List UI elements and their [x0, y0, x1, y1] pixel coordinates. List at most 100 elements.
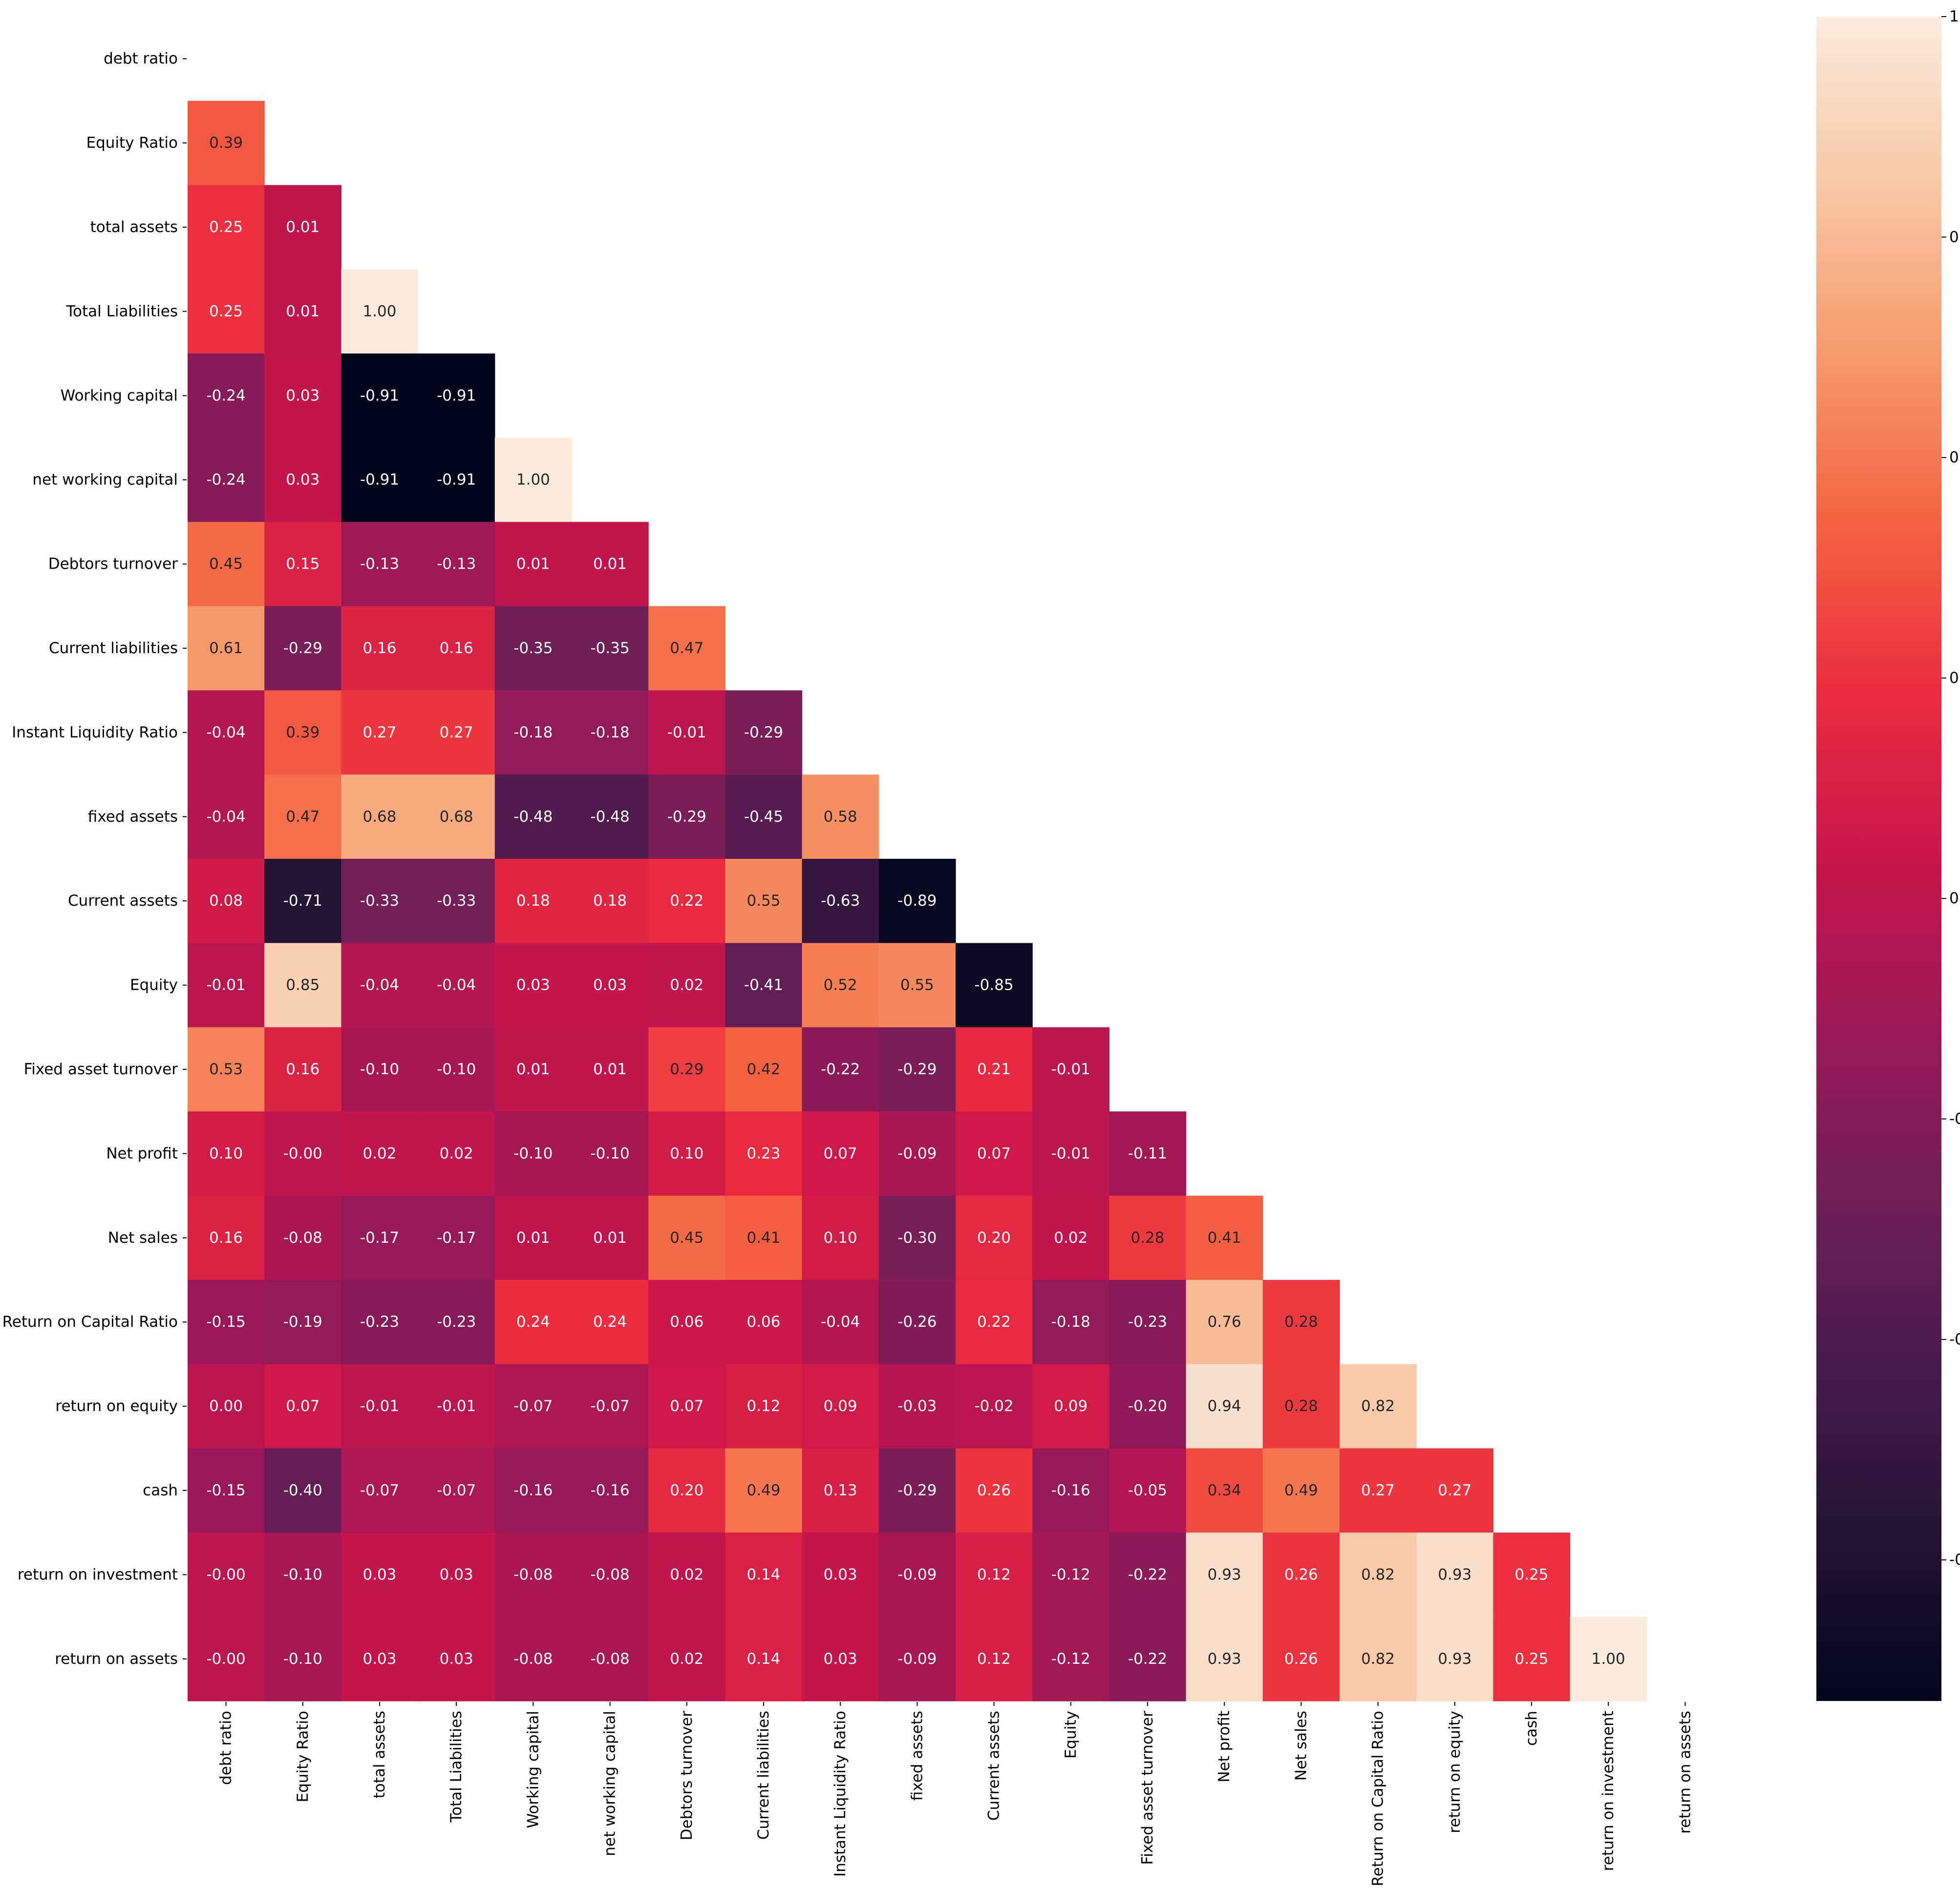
cell-value-label: 0.12: [977, 1566, 1011, 1583]
y-axis-labels: debt ratio Equity Ratio total assets Total …: [2, 50, 187, 1668]
x-tick-label: Net profit: [1215, 1711, 1233, 1783]
cell-value-label: 0.28: [1284, 1313, 1318, 1331]
cell-value-label: -0.23: [360, 1313, 399, 1331]
cell-value-label: -0.09: [897, 1566, 937, 1583]
heatmap-cell: [188, 1027, 265, 1112]
cell-value-label: 0.28: [1284, 1398, 1318, 1415]
x-tick-label: Debtors turnover: [678, 1711, 696, 1841]
cell-value-label: 0.16: [209, 1229, 243, 1247]
cell-value-label: 0.34: [1208, 1482, 1241, 1499]
heatmap-cell: [802, 1448, 879, 1533]
colorbar-tick-label: -0.50: [1949, 1331, 1960, 1348]
cell-value-label: 0.10: [824, 1229, 857, 1247]
heatmap-cell: [264, 943, 341, 1028]
cell-value-label: -0.10: [513, 1145, 553, 1162]
heatmap-cell: [188, 1195, 265, 1280]
cell-value-label: 0.02: [440, 1145, 473, 1162]
cell-value-label: -0.20: [1128, 1398, 1167, 1415]
x-tick-label: Total Liabilities: [447, 1711, 465, 1823]
heatmap-cell: [264, 269, 341, 354]
cell-value-label: -0.04: [437, 977, 476, 994]
heatmap-cell: [494, 1448, 572, 1533]
heatmap-cell: [188, 438, 265, 522]
y-tick-label: Total Liabilities: [65, 302, 178, 320]
x-tick-label: Equity: [1062, 1711, 1080, 1759]
heatmap-cell: [648, 1280, 725, 1364]
cell-value-label: 0.22: [977, 1313, 1011, 1331]
heatmap-cell: [1340, 1532, 1417, 1617]
heatmap-cell: [1032, 1111, 1109, 1196]
heatmap-cell: [494, 1280, 572, 1364]
heatmap-cell: [188, 269, 265, 354]
y-tick-label: return on equity: [55, 1398, 178, 1415]
cell-value-label: -0.18: [1051, 1313, 1090, 1331]
heatmap-cell: [341, 1448, 419, 1533]
heatmap-cell: [878, 1195, 956, 1280]
cell-value-label: -0.13: [360, 555, 399, 573]
cell-value-label: -0.10: [283, 1650, 322, 1668]
cell-value-label: 0.22: [670, 892, 703, 910]
heatmap-cell: [802, 1364, 879, 1449]
heatmap-cell: [188, 690, 265, 775]
cell-value-label: -0.22: [1128, 1566, 1167, 1583]
cell-value-label: -0.07: [513, 1398, 553, 1415]
heatmap-cell: [725, 690, 803, 775]
cell-value-label: 0.82: [1361, 1650, 1395, 1668]
heatmap-cell: [494, 1027, 572, 1112]
heatmap-cell: [1186, 1448, 1263, 1533]
y-tick-label: Fixed asset turnover: [24, 1061, 178, 1078]
cell-value-label: -0.45: [744, 808, 783, 826]
cell-value-label: 0.93: [1208, 1566, 1241, 1583]
y-tick-label: Debtors turnover: [48, 555, 178, 573]
cell-value-label: -0.15: [206, 1482, 245, 1499]
heatmap-cell: [572, 1616, 649, 1701]
heatmap-cell: [264, 522, 341, 607]
colorbar-tick-label: 0.50: [1949, 449, 1960, 467]
cell-value-label: -0.17: [437, 1229, 476, 1247]
heatmap-cell: [572, 774, 649, 859]
cell-value-label: -0.26: [897, 1313, 937, 1331]
cell-value-label: 0.01: [593, 1061, 627, 1078]
heatmap-cell: [802, 1195, 879, 1280]
cell-value-label: -0.12: [1051, 1566, 1090, 1583]
cell-value-label: 0.03: [362, 1566, 396, 1583]
cell-value-label: -0.33: [437, 892, 476, 910]
cell-value-label: -0.08: [283, 1229, 322, 1247]
cell-value-label: -0.23: [1128, 1313, 1167, 1331]
heatmap-cell: [572, 1111, 649, 1196]
heatmap-cell: [648, 1364, 725, 1449]
heatmap-cell: [494, 522, 572, 607]
heatmap-cell: [572, 1195, 649, 1280]
y-tick-label: debt ratio: [104, 50, 178, 67]
heatmap-cell: [188, 1364, 265, 1449]
cell-value-label: -0.89: [897, 892, 937, 910]
heatmap-cell: [264, 690, 341, 775]
cell-value-label: -0.08: [590, 1566, 629, 1583]
cell-value-label: 0.03: [286, 471, 320, 489]
cell-value-label: 0.93: [1438, 1650, 1471, 1668]
heatmap-cell: [878, 943, 956, 1028]
heatmap-cell: [1109, 1111, 1187, 1196]
heatmap-cell: [725, 1364, 803, 1449]
heatmap-cell: [264, 1616, 341, 1701]
heatmap-cell: [878, 1111, 956, 1196]
cell-value-label: 0.25: [209, 302, 243, 320]
cell-value-label: -0.91: [360, 387, 399, 404]
cell-value-label: -0.19: [283, 1313, 322, 1331]
cell-value-label: -0.40: [283, 1482, 322, 1499]
cell-value-label: 0.25: [1514, 1650, 1548, 1668]
cell-value-label: 1.00: [516, 471, 550, 489]
heatmap-cell: [341, 353, 419, 438]
cell-value-label: -0.18: [590, 723, 629, 741]
cell-value-label: -0.09: [897, 1145, 937, 1162]
heatmap-cell: [1032, 1027, 1109, 1112]
heatmap-cell: [264, 606, 341, 691]
cell-value-label: 0.27: [362, 723, 396, 741]
heatmap-cell: [956, 1195, 1033, 1280]
heatmap-cell: [341, 269, 419, 354]
heatmap-cell: [341, 1195, 419, 1280]
heatmap-cell: [341, 1532, 419, 1617]
heatmap-cell: [418, 353, 495, 438]
heatmap-cell: [494, 774, 572, 859]
cell-value-label: 0.39: [209, 134, 243, 152]
